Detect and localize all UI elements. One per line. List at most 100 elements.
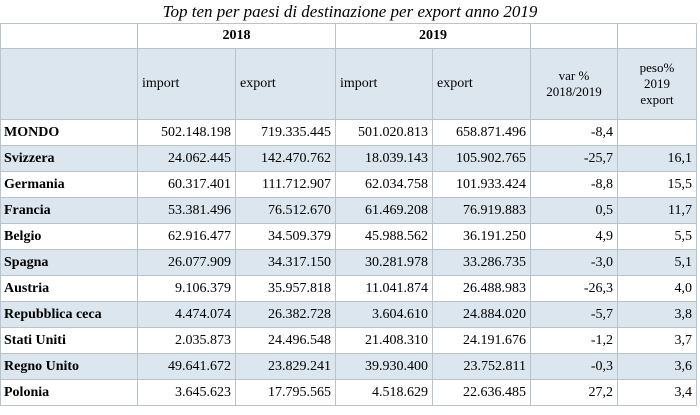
cell: 2.035.873 — [137, 327, 236, 354]
data-row: Svizzera 24.062.445 142.470.762 18.039.143 1… — [0, 145, 697, 172]
cell: 34.509.379 — [235, 223, 336, 250]
cell: -8,4 — [530, 119, 618, 146]
header-line: 2018/2019 — [546, 84, 602, 99]
cell: 142.470.762 — [235, 145, 336, 172]
cell: 53.381.496 — [137, 197, 236, 224]
cell: 4.474.074 — [137, 301, 236, 328]
header-line: export — [640, 92, 674, 107]
header-row: import export import export var % 2018/2019 pe… — [0, 48, 697, 120]
cell: 11.041.874 — [335, 275, 433, 302]
row-label: Polonia — [0, 379, 138, 406]
row-label: Belgio — [0, 223, 138, 250]
row-label: Francia — [0, 197, 138, 224]
cell: -25,7 — [530, 145, 618, 172]
cell: 15,5 — [617, 171, 697, 198]
header-line: 2019 — [644, 76, 670, 91]
data-row: Repubblica ceca 4.474.074 26.382.728 3.604.… — [0, 301, 697, 328]
data-row: Germania 60.317.401 111.712.907 62.034.758 1… — [0, 171, 697, 198]
cell: 45.988.562 — [335, 223, 433, 250]
column-header: import — [335, 48, 433, 120]
data-row: Belgio 62.916.477 34.509.379 45.988.562 36.1… — [0, 223, 697, 250]
cell: 26.382.728 — [235, 301, 336, 328]
cell: 111.712.907 — [235, 171, 336, 198]
data-row: Regno Unito 49.641.672 23.829.241 39.930.40… — [0, 353, 697, 380]
year-header: 2018 — [137, 23, 336, 49]
row-label: Austria — [0, 275, 138, 302]
cell — [617, 23, 697, 49]
cell: 3,7 — [617, 327, 697, 354]
cell: 3.645.623 — [137, 379, 236, 406]
row-label: Stati Uniti — [0, 327, 138, 354]
header-line: var % — [558, 68, 590, 83]
cell: 3,8 — [617, 301, 697, 328]
cell: 18.039.143 — [335, 145, 433, 172]
cell: 17.795.565 — [235, 379, 336, 406]
cell — [0, 23, 138, 49]
cell: 21.408.310 — [335, 327, 433, 354]
cell: 76.512.670 — [235, 197, 336, 224]
cell: 27,2 — [530, 379, 618, 406]
data-row: Polonia 3.645.623 17.795.565 4.518.629 22.63… — [0, 379, 697, 406]
row-label: Spagna — [0, 249, 138, 276]
cell: -5,7 — [530, 301, 618, 328]
cell: 16,1 — [617, 145, 697, 172]
cell: 30.281.978 — [335, 249, 433, 276]
cell: -26,3 — [530, 275, 618, 302]
data-row: Austria 9.106.379 35.957.818 11.041.874 26.4… — [0, 275, 697, 302]
data-row: Spagna 26.077.909 34.317.150 30.281.978 33.2… — [0, 249, 697, 276]
cell: 3.604.610 — [335, 301, 433, 328]
cell: 658.871.496 — [432, 119, 531, 146]
cell: 49.641.672 — [137, 353, 236, 380]
year-header: 2019 — [335, 23, 531, 49]
cell: 26.077.909 — [137, 249, 236, 276]
column-header: var % 2018/2019 — [530, 48, 618, 120]
cell — [0, 48, 138, 120]
row-label: MONDO — [0, 119, 138, 146]
cell: -0,3 — [530, 353, 618, 380]
cell: 4,9 — [530, 223, 618, 250]
cell: 101.933.424 — [432, 171, 531, 198]
cell: 60.317.401 — [137, 171, 236, 198]
cell: 24.191.676 — [432, 327, 531, 354]
cell: 23.752.811 — [432, 353, 531, 380]
cell: 24.884.020 — [432, 301, 531, 328]
cell — [530, 23, 618, 49]
cell: 36.191.250 — [432, 223, 531, 250]
cell — [617, 119, 697, 146]
column-header: import — [137, 48, 236, 120]
row-label: Repubblica ceca — [0, 301, 138, 328]
cell: 4,0 — [617, 275, 697, 302]
cell: 39.930.400 — [335, 353, 433, 380]
cell: 61.469.208 — [335, 197, 433, 224]
cell: -8,8 — [530, 171, 618, 198]
cell: 9.106.379 — [137, 275, 236, 302]
cell: 24.062.445 — [137, 145, 236, 172]
cell: 5,5 — [617, 223, 697, 250]
cell: 34.317.150 — [235, 249, 336, 276]
cell: 0,5 — [530, 197, 618, 224]
header-line: peso% — [639, 60, 675, 75]
cell: 3,4 — [617, 379, 697, 406]
cell: 11,7 — [617, 197, 697, 224]
row-label: Regno Unito — [0, 353, 138, 380]
cell: 23.829.241 — [235, 353, 336, 380]
cell: 5,1 — [617, 249, 697, 276]
data-row: Stati Uniti 2.035.873 24.496.548 21.408.310… — [0, 327, 697, 354]
cell: 76.919.883 — [432, 197, 531, 224]
column-header: peso% 2019 export — [617, 48, 697, 120]
table: 2018 2019 import export import export var % 201… — [0, 23, 697, 406]
data-row: MONDO 502.148.198 719.335.445 501.020.813 65… — [0, 119, 697, 146]
cell: 62.034.758 — [335, 171, 433, 198]
cell: -3,0 — [530, 249, 618, 276]
cell: 22.636.485 — [432, 379, 531, 406]
cell: 24.496.548 — [235, 327, 336, 354]
cell: 33.286.735 — [432, 249, 531, 276]
cell: 26.488.983 — [432, 275, 531, 302]
row-label: Germania — [0, 171, 138, 198]
row-label: Svizzera — [0, 145, 138, 172]
header-row: 2018 2019 — [0, 23, 697, 49]
data-row: Francia 53.381.496 76.512.670 61.469.208 76.… — [0, 197, 697, 224]
cell: 62.916.477 — [137, 223, 236, 250]
cell: 719.335.445 — [235, 119, 336, 146]
